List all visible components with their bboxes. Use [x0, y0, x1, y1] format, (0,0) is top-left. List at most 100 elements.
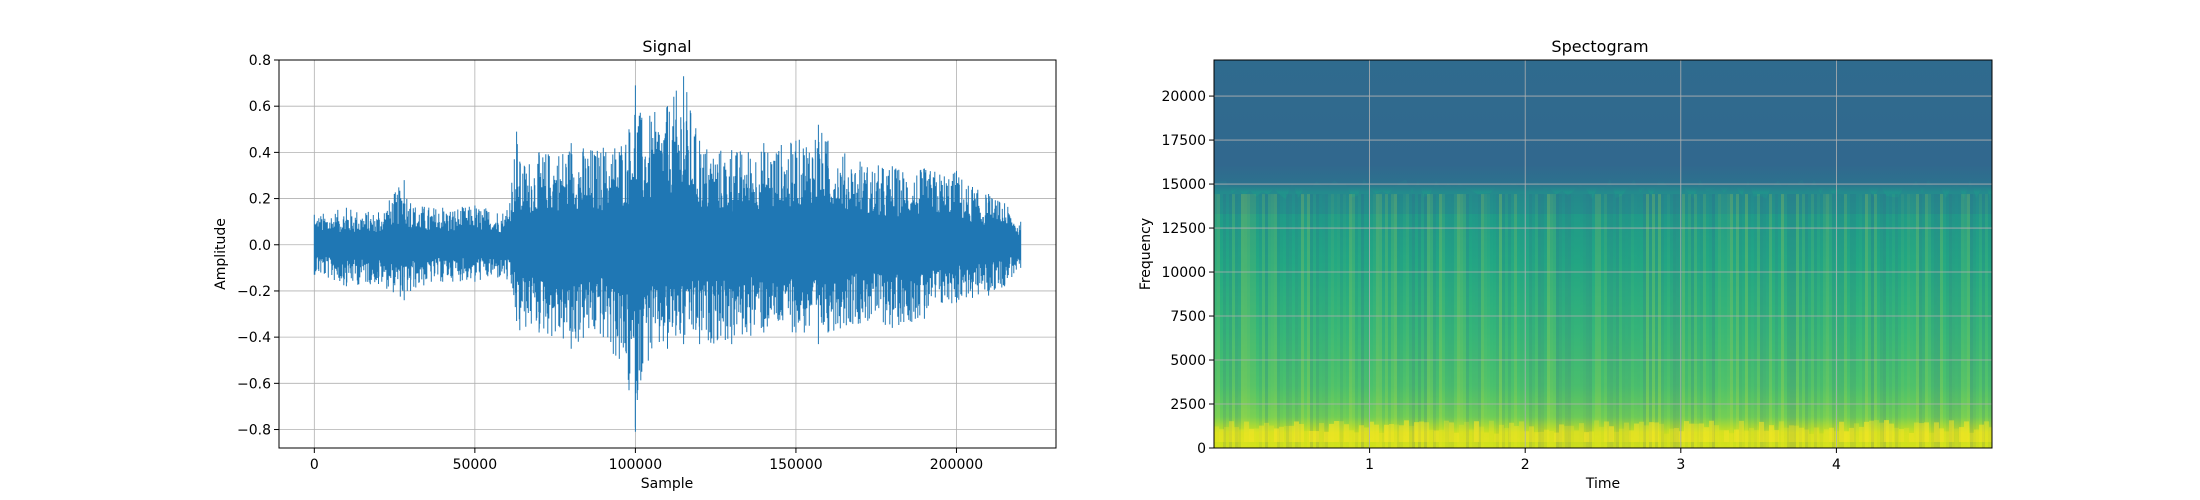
spectrogram-streak	[1496, 194, 1499, 448]
spectrogram-streak	[1478, 194, 1481, 448]
spectrogram-lowfreq-energy	[1544, 429, 1549, 442]
spectrogram-streak	[1871, 194, 1874, 448]
spectrogram-lowfreq-energy	[1699, 423, 1704, 442]
signal-waveform	[313, 76, 1022, 432]
spectrogram-streak	[1457, 194, 1460, 448]
spectrogram-streak	[1688, 194, 1691, 448]
spectrogram-x-tick-label: 2	[1521, 457, 1530, 473]
signal-x-tick-label: 50000	[453, 457, 498, 473]
spectrogram-streak	[1310, 194, 1313, 448]
spectrogram-streak	[1778, 194, 1781, 448]
spectrogram-streak	[1883, 194, 1886, 448]
signal-x-ticks: 0 50000 100000 150000 200000	[310, 448, 983, 473]
spectrogram-streak	[1229, 194, 1232, 448]
spectrogram-lowfreq-energy	[1214, 426, 1219, 442]
spectrogram-lowfreq-energy	[1514, 426, 1519, 442]
spectrogram-lowfreq-energy	[1324, 431, 1329, 442]
spectrogram-streak	[1925, 194, 1928, 448]
spectrogram-streak	[1226, 194, 1229, 448]
signal-y-tick-label: 0.4	[249, 145, 271, 161]
spectrogram-streak	[1400, 194, 1403, 448]
signal-y-tick-label: 0.2	[249, 192, 271, 208]
spectrogram-lowfreq-energy	[1484, 432, 1489, 442]
spectrogram-streak	[1652, 194, 1655, 448]
spectrogram-streak	[1709, 194, 1712, 448]
spectrogram-streak	[1868, 194, 1871, 448]
spectrogram-lowfreq-energy	[1989, 427, 1992, 442]
spectrogram-streak	[1259, 194, 1262, 448]
spectrogram-lowfreq-energy	[1589, 431, 1594, 442]
spectrogram-lowfreq-energy	[1359, 425, 1364, 442]
spectrogram-lowfreq-energy	[1779, 421, 1784, 442]
spectrogram-lowfreq-energy	[1739, 420, 1744, 442]
spectrogram-streak	[1859, 194, 1862, 448]
spectrogram-lowfreq-energy	[1284, 425, 1289, 442]
spectrogram-streak	[1514, 194, 1517, 448]
spectrogram-lowfreq-energy	[1734, 429, 1739, 442]
spectrogram-streak	[1712, 194, 1715, 448]
spectrogram-streak	[1832, 194, 1835, 448]
spectrogram-streak	[1751, 194, 1754, 448]
spectrogram-streak	[1619, 194, 1622, 448]
spectrogram-streak	[1412, 194, 1415, 448]
spectrogram-streak	[1820, 194, 1823, 448]
spectrogram-streak	[1664, 194, 1667, 448]
spectrogram-streak	[1748, 194, 1751, 448]
spectrogram-lowfreq-energy	[1349, 430, 1354, 442]
spectrogram-lowfreq-energy	[1784, 427, 1789, 442]
spectrogram-lowfreq-energy	[1979, 424, 1984, 442]
spectrogram-lowfreq-energy	[1549, 430, 1554, 442]
spectrogram-streak	[1349, 194, 1352, 448]
spectrogram-lowfreq-energy	[1249, 428, 1254, 442]
spectrogram-streak	[1304, 194, 1307, 448]
spectrogram-streak	[1283, 194, 1286, 448]
spectrogram-lowfreq-energy	[1524, 431, 1529, 442]
spectrogram-lowfreq-energy	[1579, 423, 1584, 442]
spectrogram-streak	[1451, 194, 1454, 448]
spectrogram-y-tick-label: 20000	[1161, 89, 1206, 105]
spectrogram-lowfreq-energy	[1944, 431, 1949, 442]
spectrogram-streak	[1979, 194, 1982, 448]
spectrogram-streak	[1802, 194, 1805, 448]
spectrogram-streak	[1772, 194, 1775, 448]
spectrogram-lowfreq-energy	[1634, 423, 1639, 442]
spectrogram-streak	[1358, 194, 1361, 448]
spectrogram-streak	[1439, 194, 1442, 448]
spectrogram-streak	[1937, 194, 1940, 448]
spectrogram-lowfreq-energy	[1774, 430, 1779, 442]
spectrogram-x-tick-label: 4	[1832, 457, 1841, 473]
spectrogram-y-tick-label: 2500	[1170, 397, 1206, 413]
spectrogram-streak	[1874, 194, 1877, 448]
spectrogram-streak	[1625, 194, 1628, 448]
spectrogram-streak	[1421, 194, 1424, 448]
spectrogram-lowfreq-energy	[1459, 424, 1464, 442]
spectrogram-streak	[1757, 194, 1760, 448]
spectrogram-streak	[1796, 194, 1799, 448]
spectrogram-streak	[1214, 194, 1217, 448]
spectrogram-lowfreq-energy	[1259, 425, 1264, 442]
spectrogram-streak	[1535, 194, 1538, 448]
spectrogram-streak	[1460, 194, 1463, 448]
spectrogram-streak	[1610, 194, 1613, 448]
spectrogram-lowfreq-energy	[1604, 421, 1609, 442]
spectrogram-lowfreq-energy	[1629, 430, 1634, 442]
spectrogram-streak	[1595, 194, 1598, 448]
spectrogram-streak	[1970, 194, 1973, 448]
spectrogram-streak	[1580, 194, 1583, 448]
spectrogram-lowfreq-energy	[1914, 422, 1919, 442]
spectrogram-streak	[1790, 194, 1793, 448]
spectrogram-lowfreq-energy	[1984, 421, 1989, 442]
spectrogram-lowfreq-energy	[1374, 424, 1379, 442]
spectrogram-streak	[1877, 194, 1880, 448]
spectrogram-x-tick-label: 3	[1676, 457, 1685, 473]
signal-y-tick-label: −0.6	[237, 376, 271, 392]
spectrogram-streak	[1553, 194, 1556, 448]
spectrogram-streak	[1268, 194, 1271, 448]
spectrogram-streak	[1340, 194, 1343, 448]
spectrogram-streak	[1745, 194, 1748, 448]
spectrogram-streak	[1613, 194, 1616, 448]
spectrogram-streak	[1565, 194, 1568, 448]
spectrogram-streak	[1472, 194, 1475, 448]
spectrogram-streak	[1622, 194, 1625, 448]
spectrogram-lowfreq-energy	[1399, 425, 1404, 442]
